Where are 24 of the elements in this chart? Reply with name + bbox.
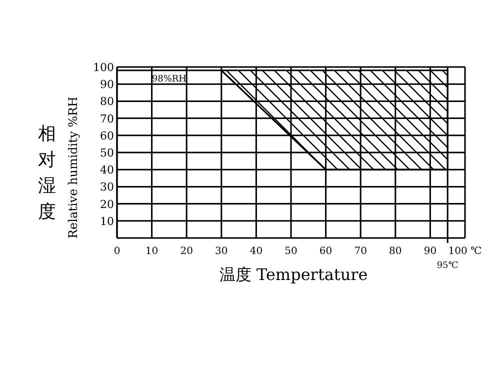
x-tick-label: 100 ℃ [448, 246, 482, 257]
x-tick-label: 10 [145, 246, 158, 257]
y-tick-label: 50 [100, 146, 114, 160]
ref-line-label: 98%RH [152, 74, 187, 84]
x-axis-title: 温度 Tempertature [219, 265, 368, 284]
ref-line-label: 95℃ [436, 261, 458, 271]
x-tick-label: 0 [114, 246, 120, 257]
x-tick-label: 60 [319, 246, 332, 257]
x-tick-label: 80 [389, 246, 402, 257]
x-tick-label: 90 [424, 246, 437, 257]
y-tick-label: 70 [100, 112, 114, 126]
x-tick-label: 40 [250, 246, 263, 257]
x-tick-label: 50 [284, 246, 298, 257]
y-tick-label: 100 [93, 61, 114, 74]
y-tick-label: 60 [100, 129, 114, 142]
x-tick-label: 70 [354, 246, 367, 257]
x-tick-label: 20 [180, 246, 193, 257]
y-tick-label: 80 [100, 95, 114, 108]
y-tick-label: 40 [100, 164, 114, 177]
y-tick-label: 90 [100, 78, 114, 92]
y-tick-label: 20 [100, 198, 114, 211]
x-tick-label: 30 [215, 246, 228, 257]
y-tick-label: 10 [100, 214, 114, 228]
y-tick-label: 30 [100, 180, 114, 194]
